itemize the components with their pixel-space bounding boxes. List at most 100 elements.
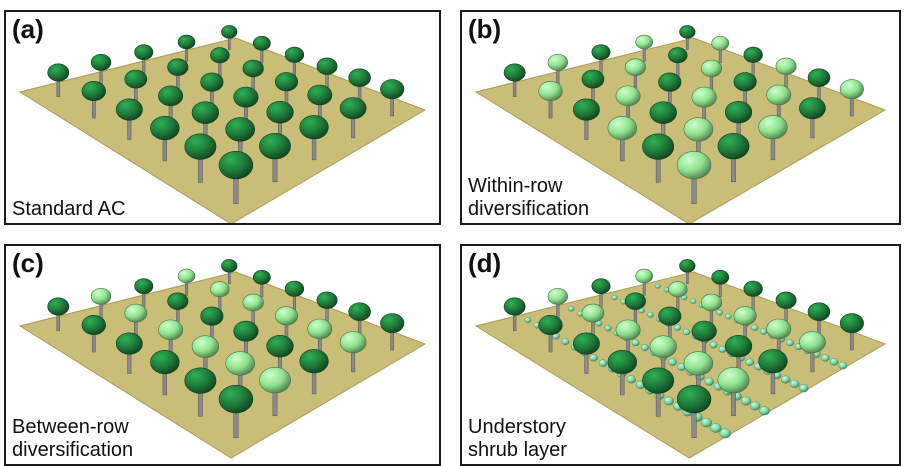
shrub-mark: [598, 359, 608, 367]
dark-tree-crown: [233, 320, 259, 342]
shrub-mark: [704, 377, 714, 386]
dark-tree-crown: [607, 349, 637, 375]
shrub-mark: [604, 325, 612, 332]
dark-tree-crown: [266, 334, 294, 358]
dark-tree-crown: [572, 332, 600, 355]
dark-tree-crown: [591, 44, 611, 61]
dark-tree-crown: [679, 25, 696, 39]
light-tree-crown: [649, 335, 677, 358]
shrub-mark: [716, 309, 723, 316]
caption-line: shrub layer: [468, 439, 567, 461]
ground-plane: [18, 37, 427, 223]
dark-tree-crown: [47, 297, 70, 316]
light-tree-crown: [676, 150, 712, 180]
light-tree-crown: [547, 287, 569, 305]
panel-a: (a) Standard AC: [4, 10, 441, 225]
light-tree-crown: [635, 34, 653, 50]
caption-line: Within-row: [468, 175, 563, 197]
shrub-mark: [640, 344, 649, 352]
dark-tree-crown: [221, 259, 238, 273]
shrub-mark: [690, 298, 697, 304]
dark-tree-crown: [158, 85, 184, 107]
dark-tree-crown: [177, 34, 196, 50]
dark-tree-crown: [642, 133, 675, 160]
light-tree-crown: [90, 287, 112, 305]
light-tree-crown: [766, 84, 792, 106]
dark-tree-crown: [150, 349, 180, 375]
shrub-mark: [631, 339, 640, 347]
shrub-mark: [567, 305, 575, 312]
shrub-mark: [759, 406, 770, 416]
light-tree-crown: [177, 268, 196, 284]
dark-tree-crown: [624, 292, 646, 310]
shrub-mark: [829, 358, 839, 366]
light-tree-crown: [691, 86, 717, 108]
dark-tree-crown: [259, 133, 291, 160]
dark-tree-crown: [316, 291, 338, 309]
dark-tree-crown: [200, 306, 224, 326]
dark-tree-crown: [307, 84, 333, 106]
dark-tree-crown: [642, 367, 675, 394]
light-tree-crown: [635, 268, 653, 284]
dark-tree-crown: [807, 68, 831, 87]
dark-tree-crown: [284, 280, 305, 297]
light-tree-crown: [683, 117, 714, 142]
dark-tree-crown: [47, 63, 70, 82]
dark-tree-crown: [724, 334, 753, 358]
light-tree-crown: [191, 335, 220, 358]
dark-tree-crown: [733, 72, 757, 92]
shrub-mark: [682, 328, 691, 336]
shrub-mark: [821, 354, 830, 362]
dark-tree-crown: [81, 81, 106, 102]
shrub-mark: [750, 401, 761, 411]
shrub-mark: [710, 423, 722, 433]
shrub-mark: [751, 324, 759, 331]
dark-tree-crown: [711, 269, 730, 285]
dark-tree-crown: [743, 280, 763, 297]
light-tree-crown: [766, 318, 792, 340]
caption-line: diversification: [12, 439, 134, 461]
shrub-mark: [740, 396, 752, 406]
shrub-mark: [561, 338, 570, 345]
shrub-mark: [789, 379, 800, 388]
dark-tree-crown: [658, 72, 682, 92]
shrub-mark: [786, 339, 795, 347]
dark-tree-crown: [225, 117, 255, 142]
dark-tree-crown: [274, 72, 298, 92]
dark-tree-crown: [691, 320, 717, 342]
light-tree-crown: [242, 293, 264, 312]
dark-tree-crown: [503, 63, 526, 82]
dark-tree-crown: [503, 297, 526, 316]
light-tree-crown: [700, 293, 723, 312]
dark-tree-crown: [758, 349, 788, 374]
panel-label: (c): [12, 248, 44, 278]
dark-tree-crown: [380, 79, 405, 100]
panel-caption: Understory shrub layer: [468, 416, 567, 462]
light-tree-crown: [547, 53, 569, 71]
light-tree-crown: [274, 306, 298, 326]
dark-tree-crown: [299, 115, 329, 140]
dark-tree-crown: [538, 315, 563, 336]
caption-line: Between-row: [12, 416, 129, 438]
dark-tree-crown: [167, 292, 189, 310]
shrub-mark: [719, 428, 732, 439]
dark-tree-crown: [348, 68, 371, 87]
shrub-mark: [524, 316, 532, 324]
dark-tree-crown: [221, 25, 238, 39]
light-tree-crown: [158, 319, 184, 341]
shrub-mark: [626, 375, 636, 384]
shrub-mark: [647, 311, 655, 318]
light-tree-crown: [700, 59, 723, 78]
light-tree-crown: [124, 303, 148, 323]
shrub-mark: [724, 313, 732, 320]
panel-caption: Within-row diversification: [468, 175, 589, 221]
light-tree-crown: [775, 57, 797, 75]
dark-tree-crown: [339, 97, 367, 120]
panel-caption: Between-row diversification: [12, 416, 133, 462]
dark-tree-crown: [591, 278, 611, 295]
dark-tree-crown: [184, 133, 217, 160]
light-tree-crown: [733, 306, 757, 326]
light-tree-crown: [259, 367, 291, 394]
dark-tree-crown: [167, 58, 189, 76]
dark-tree-crown: [839, 313, 864, 334]
